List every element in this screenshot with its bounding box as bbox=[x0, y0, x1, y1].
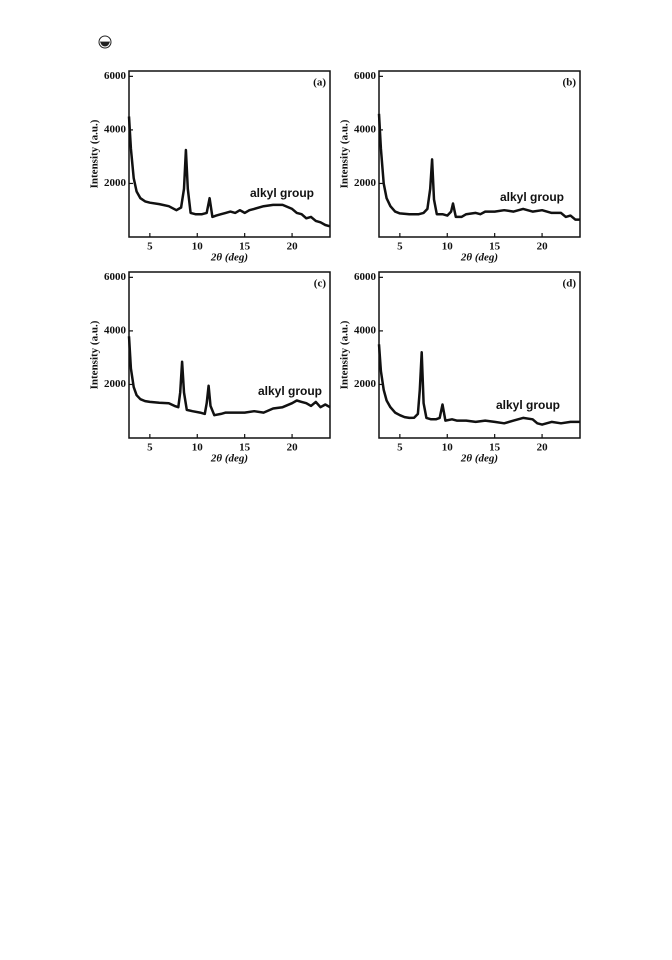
xrd-line bbox=[377, 344, 580, 426]
xrd-line bbox=[127, 336, 331, 417]
y-axis-label: Intensity (a.u.) bbox=[339, 119, 351, 188]
panel-label: (c) bbox=[314, 278, 327, 290]
x-tick-label: 15 bbox=[489, 442, 501, 454]
y-tick-label: 4000 bbox=[354, 324, 377, 336]
y-tick-label: 4000 bbox=[104, 324, 127, 336]
y-tick-label: 4000 bbox=[104, 123, 127, 135]
x-tick-label: 5 bbox=[147, 442, 153, 454]
y-axis-label: Intensity (a.u.) bbox=[339, 320, 351, 389]
x-tick-label: 20 bbox=[287, 442, 299, 454]
x-tick-label: 20 bbox=[537, 442, 549, 454]
y-tick-label: 6000 bbox=[354, 271, 377, 283]
y-tick-label: 4000 bbox=[354, 123, 377, 135]
panel-label: (b) bbox=[563, 77, 577, 89]
x-tick-label: 20 bbox=[537, 241, 549, 253]
plot-frame bbox=[128, 70, 331, 238]
y-tick-label: 2000 bbox=[354, 378, 377, 390]
x-tick-label: 5 bbox=[397, 442, 403, 454]
x-axis-label: 2θ (deg) bbox=[210, 252, 248, 264]
x-tick-label: 5 bbox=[397, 241, 403, 253]
annotation: alkyl group bbox=[250, 186, 314, 200]
annotation: alkyl group bbox=[496, 398, 560, 412]
annotation: alkyl group bbox=[258, 384, 322, 398]
y-tick-label: 6000 bbox=[104, 70, 127, 82]
x-tick-label: 15 bbox=[489, 241, 501, 253]
x-tick-label: 10 bbox=[192, 241, 204, 253]
xrd-line bbox=[127, 116, 331, 228]
x-tick-label: 15 bbox=[239, 241, 251, 253]
x-axis-label: 2θ (deg) bbox=[460, 252, 498, 264]
panel-label: (a) bbox=[313, 77, 326, 89]
plot-frame bbox=[378, 70, 581, 238]
y-tick-label: 2000 bbox=[104, 177, 127, 189]
panel-label: (d) bbox=[563, 278, 577, 290]
y-tick-label: 6000 bbox=[104, 271, 127, 283]
x-axis-label: 2θ (deg) bbox=[460, 453, 498, 465]
annotation: alkyl group bbox=[500, 190, 564, 204]
y-axis-label: Intensity (a.u.) bbox=[89, 320, 101, 389]
xrd-line bbox=[377, 113, 580, 221]
y-tick-label: 2000 bbox=[354, 177, 377, 189]
x-axis-label: 2θ (deg) bbox=[210, 453, 248, 465]
y-axis-label: Intensity (a.u.) bbox=[89, 119, 101, 188]
y-tick-label: 2000 bbox=[104, 378, 127, 390]
logo-icon bbox=[98, 35, 112, 49]
x-tick-label: 10 bbox=[442, 241, 454, 253]
x-tick-label: 10 bbox=[192, 442, 204, 454]
x-tick-label: 5 bbox=[147, 241, 153, 253]
x-tick-label: 20 bbox=[287, 241, 299, 253]
x-tick-label: 10 bbox=[442, 442, 454, 454]
x-tick-label: 15 bbox=[239, 442, 251, 454]
y-tick-label: 6000 bbox=[354, 70, 377, 82]
